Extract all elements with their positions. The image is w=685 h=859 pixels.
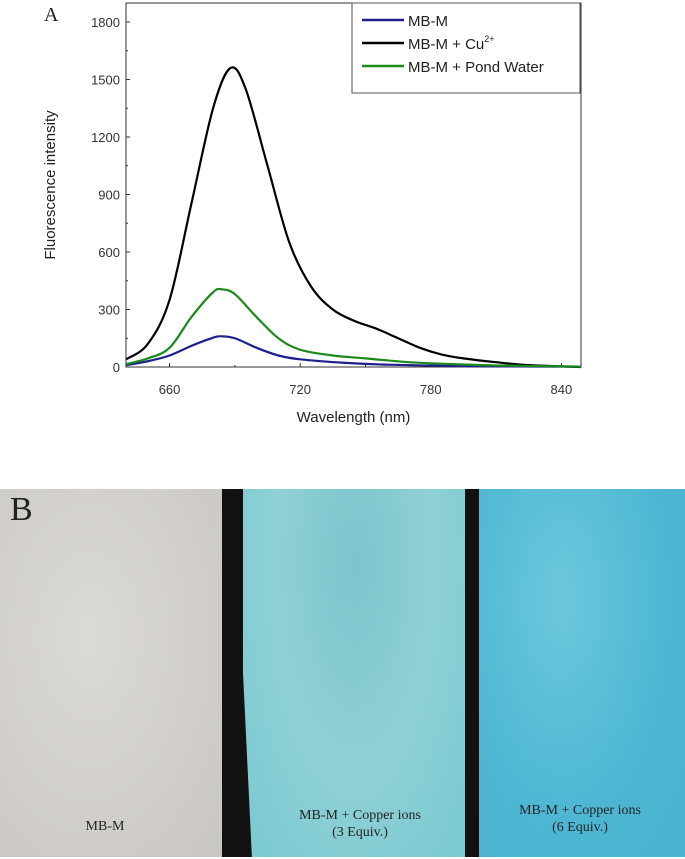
- strip-label-sub: (6 Equiv.): [552, 820, 608, 835]
- x-tick-label: 660: [159, 382, 181, 397]
- y-tick-label: 900: [98, 188, 120, 203]
- x-axis-label: Wavelength (nm): [297, 409, 411, 426]
- x-tick-label: 840: [551, 382, 573, 397]
- legend-label: MB-M + Pond Water: [408, 59, 544, 76]
- y-tick-label: 0: [113, 360, 120, 375]
- paper-strip-control: [0, 489, 222, 857]
- strip-label-3: MB-M + Copper ions (6 Equiv.): [490, 802, 670, 836]
- strip-label-2: MB-M + Copper ions (3 Equiv.): [270, 807, 450, 841]
- strip-label-text: MB-M: [85, 819, 125, 834]
- paper-strip-6-equiv: [479, 489, 685, 857]
- series-line-1: [125, 66, 582, 369]
- legend-box: [351, 2, 581, 94]
- strip-label-text: MB-M + Copper ions: [299, 808, 421, 823]
- strip-label-1: MB-M: [40, 818, 170, 835]
- series-line-2: [125, 287, 582, 368]
- paper-strip-3-equiv: [243, 489, 465, 857]
- paper-strip-photo: B MB-M MB-M + Copper ions (3 Equiv.) MB-M…: [0, 489, 685, 857]
- strip-label-text: MB-M + Copper ions: [519, 803, 641, 818]
- series-line-0: [125, 335, 582, 368]
- x-tick-label: 780: [420, 382, 442, 397]
- y-axis-label: Fluorescence intensity: [42, 110, 59, 260]
- y-tick-label: 1500: [91, 73, 120, 88]
- strip-label-sub: (3 Equiv.): [332, 825, 388, 840]
- y-tick-label: 600: [98, 245, 120, 260]
- y-tick-label: 1800: [91, 15, 120, 30]
- y-tick-label: 1200: [91, 130, 120, 145]
- fluorescence-chart: 0 300 600 900 1200 1500 1800 660 720 780 840 Wavele…: [42, 2, 582, 426]
- x-tick-label: 720: [289, 382, 311, 397]
- legend-label: MB-M + Cu2+: [408, 34, 495, 53]
- y-tick-label: 300: [98, 303, 120, 318]
- panel-b-label: B: [10, 491, 33, 528]
- legend-label: MB-M: [408, 13, 448, 30]
- legend-superscript: 2+: [484, 34, 494, 44]
- panel-a-label: A: [44, 4, 59, 26]
